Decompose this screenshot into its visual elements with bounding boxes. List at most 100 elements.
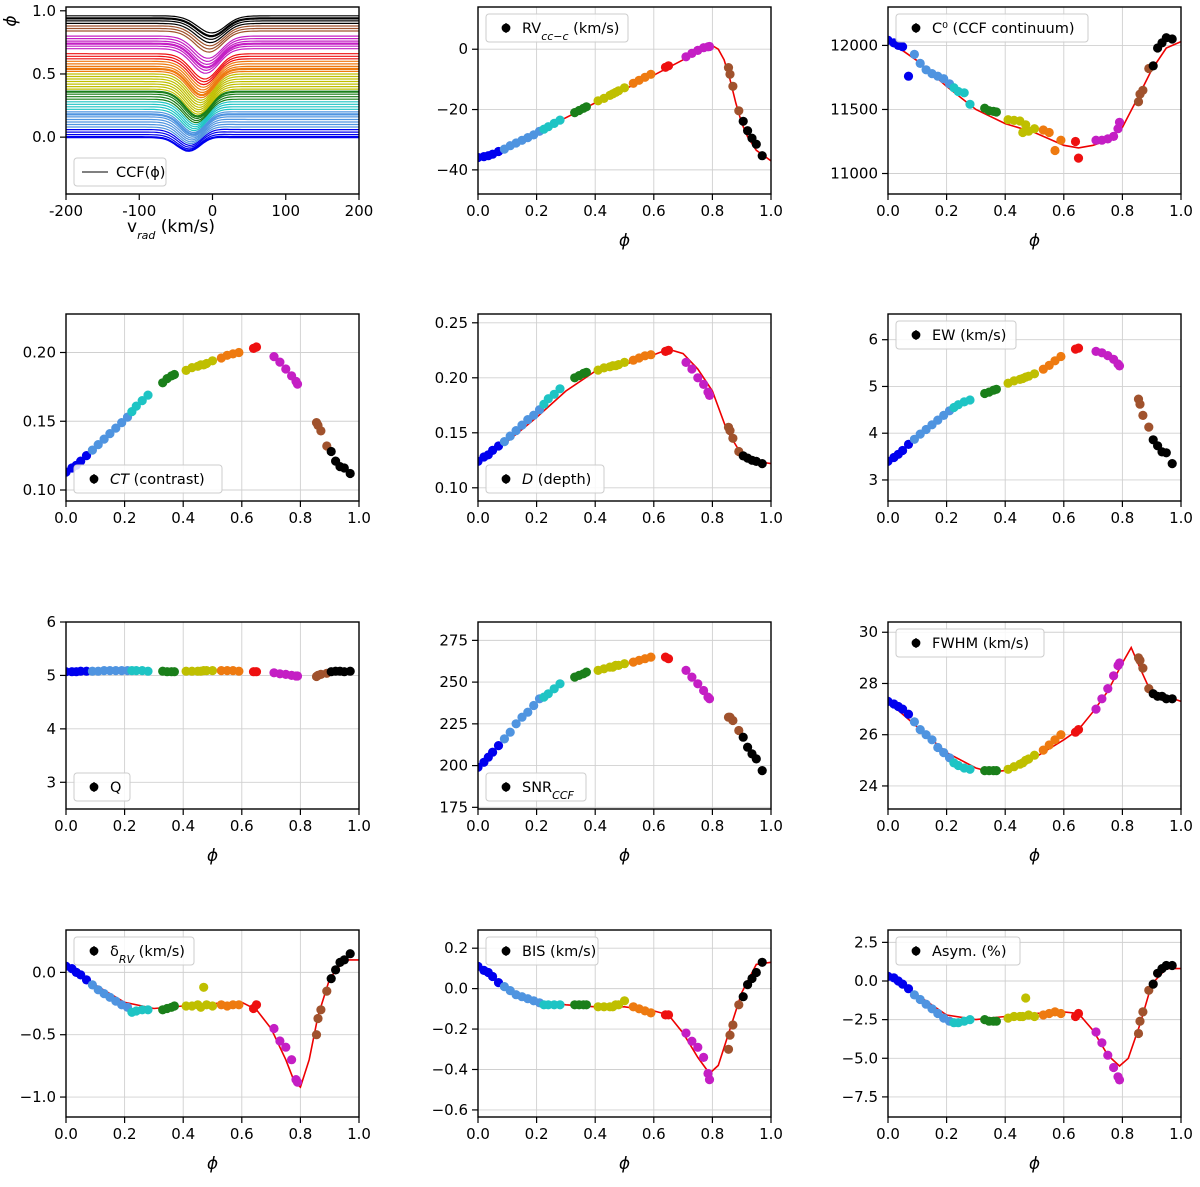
legend: δRV (km/s) [73, 936, 195, 966]
data-point [523, 707, 533, 717]
ccf-profile-line [66, 113, 359, 136]
y-tick-label: −0.5 [20, 1026, 56, 1044]
x-tick-label: 0.2 [113, 509, 137, 527]
ticks: 0.0 0.2 0.4 0.6 0.8 1.0 0.10 0.15 0.20 [23, 344, 371, 528]
x-tick-label: 0.6 [230, 1125, 254, 1143]
y-tick-label: 0.0 [32, 963, 56, 981]
data-point [316, 426, 326, 436]
panel-asym: 0.0 0.2 0.4 0.6 0.8 1.0 −7.5 −5.0 −2.5 0.0 2.5 ϕ Asy… [842, 929, 1193, 1174]
legend-box [485, 936, 599, 966]
data-point [1044, 127, 1054, 138]
data-point [1135, 399, 1145, 409]
axes-frame [477, 929, 772, 1118]
data-point [1138, 85, 1148, 95]
ccf-profile-line [66, 83, 359, 111]
axes-frame [65, 621, 360, 810]
data-point [1050, 145, 1060, 156]
ticks: 0.0 0.2 0.4 0.6 0.8 1.0 −40 −20 0 [436, 40, 783, 220]
axes-frame [887, 313, 1182, 502]
x-axis-label: ϕ [207, 1154, 218, 1174]
ccf-profile-line [66, 126, 359, 145]
axes-frame [477, 313, 772, 502]
data-point [1114, 658, 1125, 668]
ccf-profile-line [66, 121, 359, 141]
legend-label: EW (km/s) [932, 328, 1006, 344]
data-point [1114, 1075, 1125, 1085]
x-tick-label: 0 [208, 202, 218, 220]
data-point [499, 437, 509, 447]
x-tick-label: 0.8 [288, 817, 312, 835]
y-tick-label: 0.20 [435, 369, 468, 387]
plot-area [478, 957, 771, 1085]
legend-marker [911, 946, 921, 956]
y-tick-label: 0.15 [435, 424, 468, 442]
axes-frame [887, 6, 1182, 195]
ccf-profile-line [66, 67, 359, 97]
data-point [1056, 135, 1066, 145]
data-point [1144, 422, 1154, 432]
x-tick-label: 100 [271, 202, 300, 220]
data-point [581, 102, 592, 112]
data-point [693, 1042, 703, 1052]
data-point [505, 727, 515, 737]
ccf-profile-line [66, 106, 359, 130]
data-point [725, 1030, 735, 1040]
y-tick-label: 26 [859, 726, 878, 744]
ccf-profile-line [66, 40, 359, 66]
legend-label: FWHM (km/s) [932, 636, 1029, 652]
data-point [1021, 993, 1031, 1003]
data-point [991, 766, 1002, 776]
ticks: -200 -100 0 100 200 0.0 0.5 1.0 [32, 2, 373, 220]
data-point [646, 350, 656, 360]
data-point [76, 456, 86, 466]
ticks: 0.0 0.2 0.4 0.6 0.8 1.0 175 200 225 250 275 [439, 631, 783, 835]
data-point [99, 434, 109, 444]
legend-box [895, 628, 1045, 658]
data-point [169, 667, 179, 677]
ticks: 0.0 0.2 0.4 0.6 0.8 1.0 11000 11500 12000 [830, 36, 1193, 220]
data-point [93, 440, 103, 450]
data-point [1167, 459, 1177, 469]
legend-label: δRV (km/s) [110, 944, 185, 966]
ccf-profile-line [66, 108, 359, 132]
data-point [619, 357, 630, 367]
data-point [646, 1008, 656, 1018]
x-axis-label: ϕ [619, 846, 630, 866]
x-tick-label: 1.0 [759, 509, 783, 527]
data-point [1073, 153, 1084, 163]
ccf-profile-line [66, 55, 359, 83]
x-tick-label: 0.0 [54, 817, 78, 835]
data-point [529, 410, 539, 420]
legend-box [895, 13, 1089, 43]
data-point [292, 379, 303, 389]
plot-area [66, 666, 355, 682]
y-tick-label: 0.25 [435, 314, 468, 332]
x-tick-label: 1.0 [759, 1125, 783, 1143]
data-point [728, 1020, 738, 1030]
data-point [207, 666, 218, 676]
data-point [281, 1042, 291, 1052]
data-point [234, 347, 244, 358]
data-point [1167, 34, 1177, 44]
legend-marker [911, 638, 921, 648]
data-point [311, 1030, 322, 1040]
data-point [725, 69, 735, 79]
y-tick-label: 28 [859, 674, 878, 692]
ccf-profile-line [66, 128, 359, 147]
data-point [681, 357, 691, 367]
data-point [965, 764, 975, 774]
data-point [965, 99, 975, 109]
data-point [105, 429, 115, 439]
legend-label: BIS (km/s) [522, 944, 596, 960]
ccf-profile-line [66, 22, 359, 44]
data-point [1167, 960, 1177, 971]
y-tick-label: 275 [439, 631, 468, 649]
data-point [1103, 1050, 1113, 1060]
ticks: 0.0 0.2 0.4 0.6 0.8 1.0 −0.6 −0.4 −0.2 0.0 0.2 [432, 939, 783, 1143]
legend-label: CT (contrast) [110, 472, 205, 488]
x-tick-label: 0.2 [935, 817, 959, 835]
y-tick-label: 0.10 [23, 481, 56, 499]
y-tick-label: 4 [46, 720, 56, 738]
data-point [991, 1016, 1002, 1026]
x-tick-label: 0.4 [583, 202, 607, 220]
